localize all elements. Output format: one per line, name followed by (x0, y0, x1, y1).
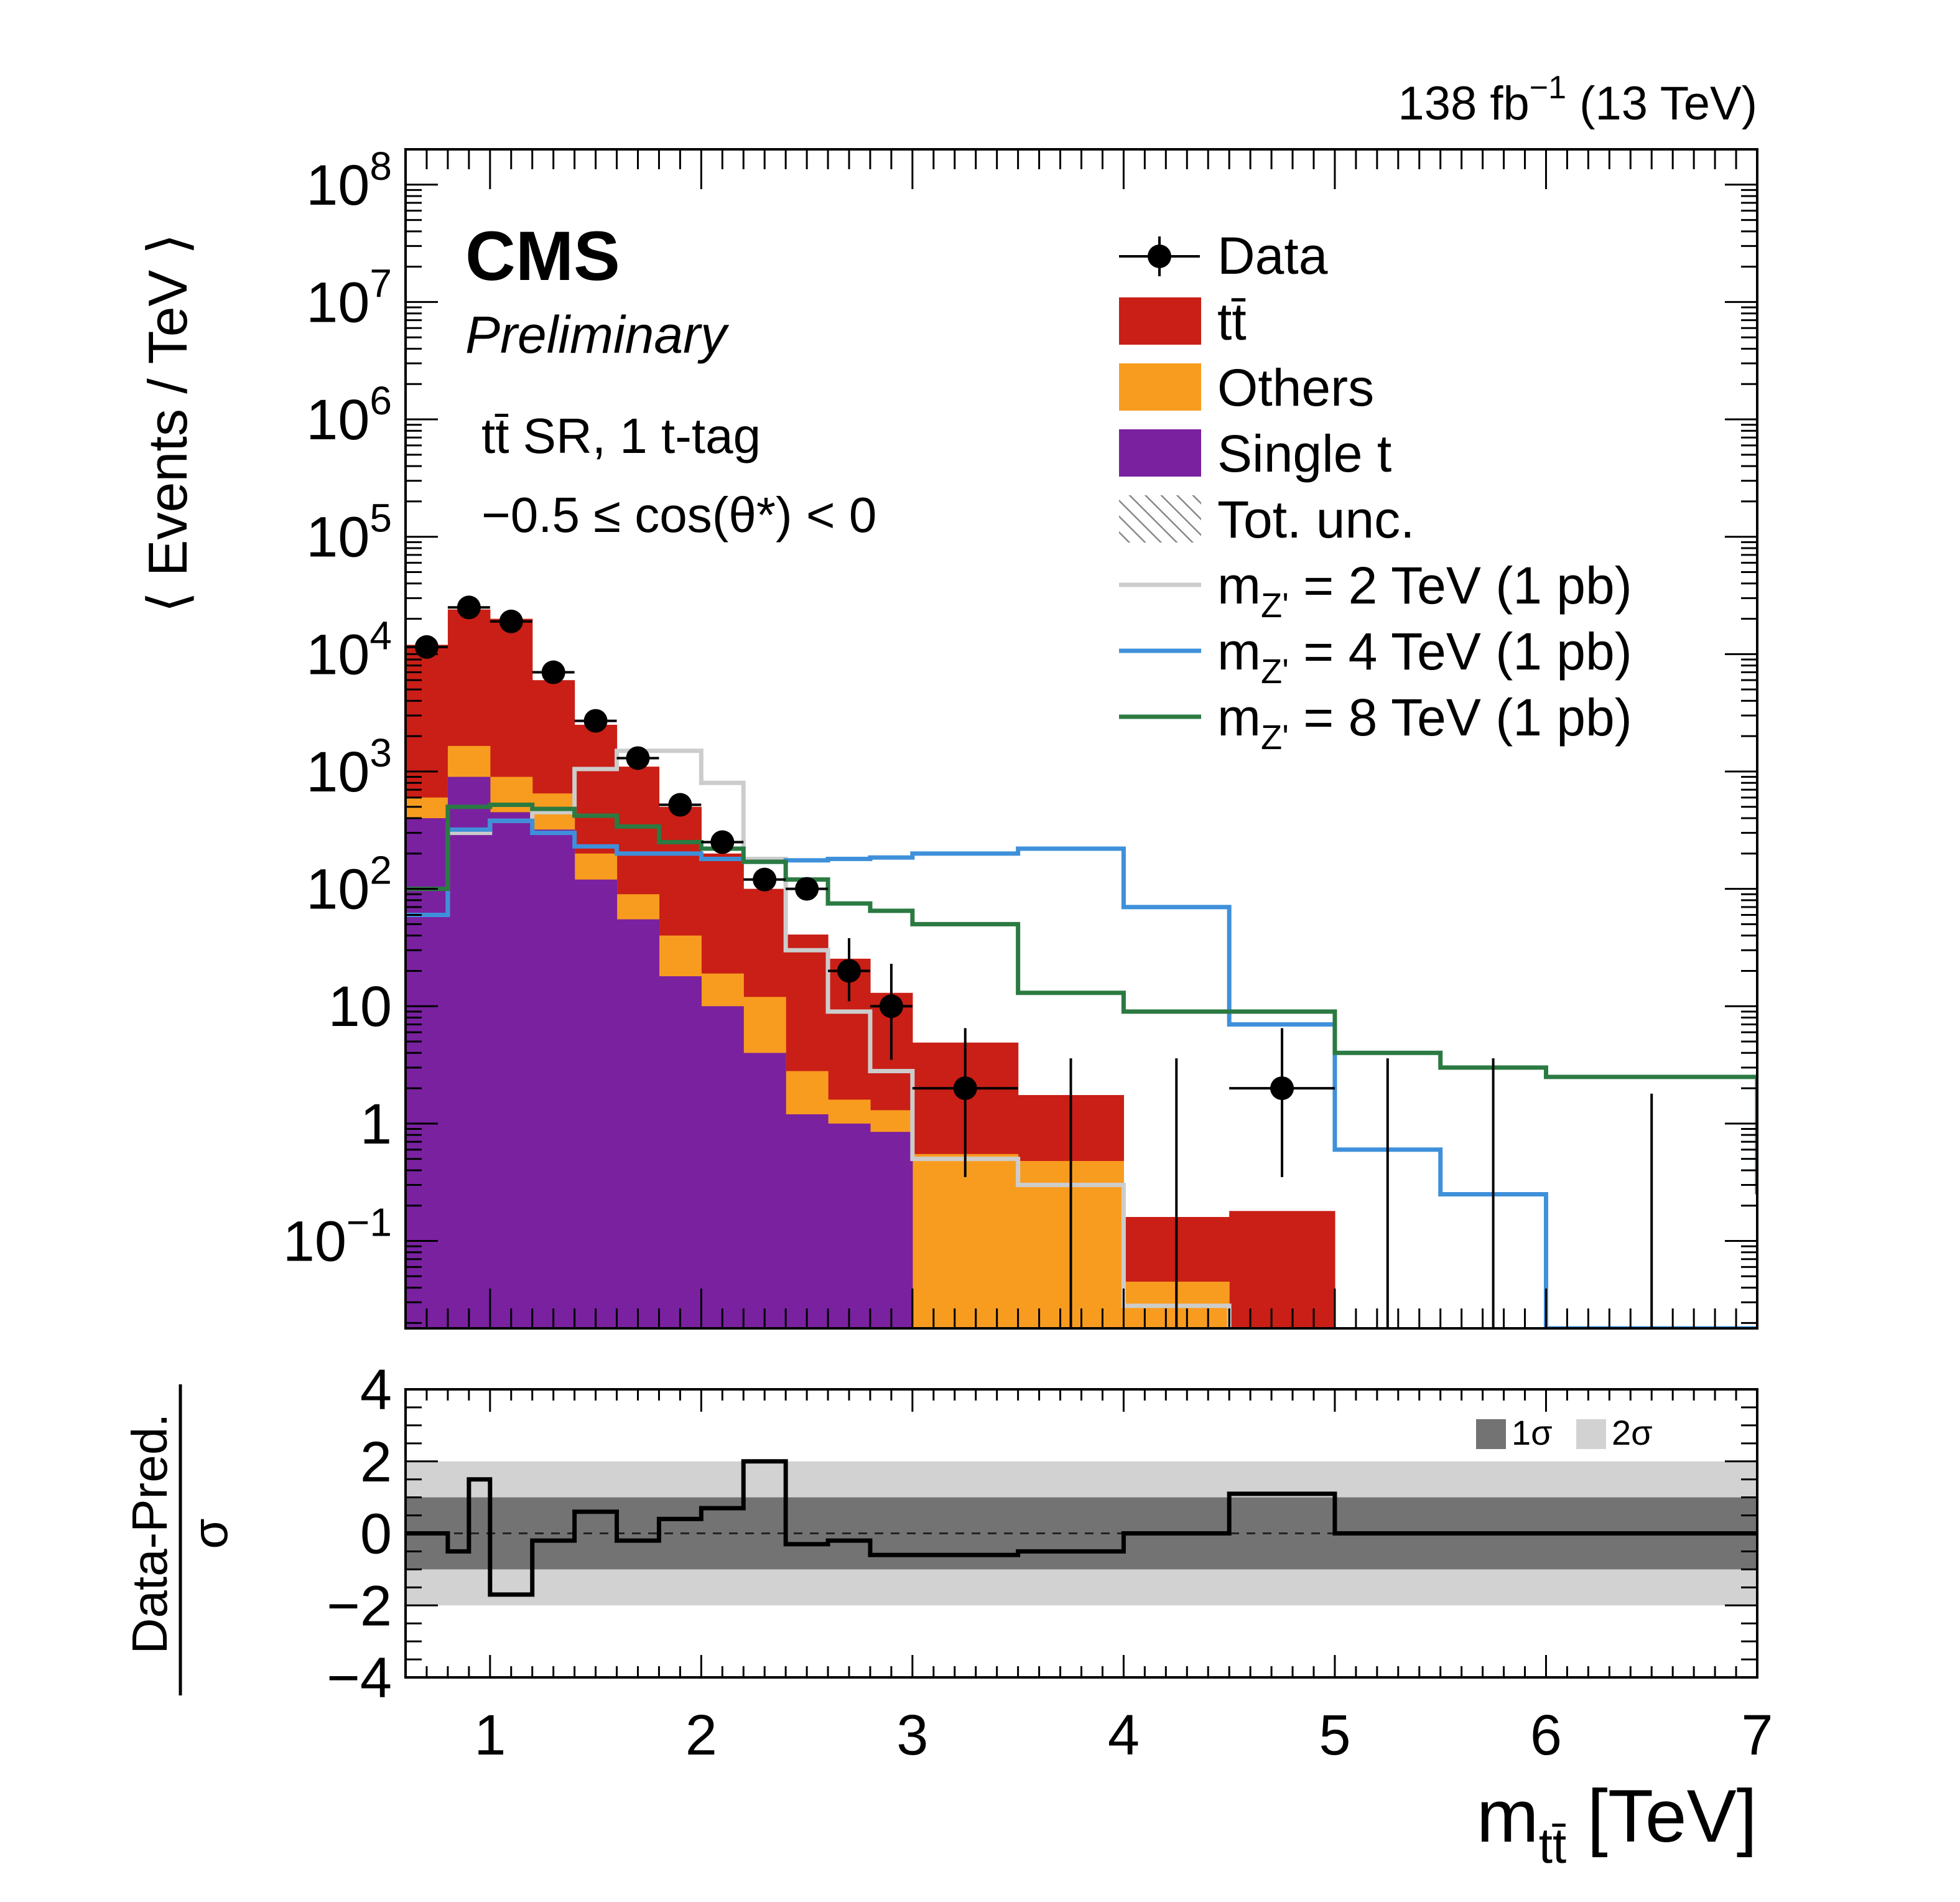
legend-item-z8: mZ' = 8 TeV (1 pb) (1119, 688, 1632, 757)
data-point-10 (828, 938, 870, 1002)
bar-single_t-8 (743, 1053, 786, 1328)
bar-single_t-1 (447, 776, 491, 1328)
legend-item-uncertainty: Tot. unc. (1119, 490, 1415, 549)
x-tick-label-2: 3 (896, 1704, 928, 1767)
bar-single_t-7 (701, 1006, 744, 1328)
data-point-13 (1229, 1028, 1335, 1177)
legend-item-data: Data (1119, 226, 1328, 285)
bar-others-12 (912, 1154, 1019, 1328)
legend-item-single-t: Single t (1119, 424, 1391, 483)
y-axis-label: ⟨ Events / TeV ⟩ (137, 233, 198, 613)
y-tick-label-1: 1 (360, 1093, 392, 1156)
bar-single_t-5 (616, 919, 660, 1328)
x-axis-label: mtt̄ [TeV] (1477, 1774, 1757, 1873)
legend-label-z4: mZ' = 4 TeV (1 pb) (1217, 622, 1632, 691)
legend-label-z2: mZ' = 2 TeV (1 pb) (1217, 556, 1632, 625)
y-tick-label-5: 104 (306, 613, 392, 686)
bar-single_t-9 (786, 1114, 829, 1328)
legend-item-z4: mZ' = 4 TeV (1 pb) (1119, 622, 1632, 691)
x-tick-label-5: 6 (1530, 1704, 1562, 1767)
bar-single_t-6 (659, 976, 702, 1328)
x-tick-label-3: 4 (1108, 1704, 1140, 1767)
data-point-1 (447, 595, 490, 620)
y-tick-label-0: 10−1 (283, 1200, 392, 1274)
legend-label-others: Others (1217, 358, 1374, 417)
data-point-2 (490, 609, 532, 633)
data-point-6 (659, 793, 702, 817)
cms-label: CMS (465, 217, 620, 295)
legend: Data tt̄ Others Single t Tot. unc. mZ' =… (1119, 226, 1632, 757)
ratio-y-tick-label-2: 0 (360, 1503, 392, 1566)
legend-label-z8: mZ' = 8 TeV (1 pb) (1217, 688, 1632, 757)
y-tick-label-6: 105 (306, 496, 392, 569)
ratio-panel: 1 2 3 4 5 6 7 4 2 0 −2 −4 1σ 2σ Data-Pred. σ mtt̄ [… (122, 1358, 1773, 1873)
sigma2-label: 2σ (1612, 1413, 1653, 1452)
bar-single_t-11 (870, 1132, 913, 1328)
legend-item-others: Others (1119, 358, 1374, 417)
y-tick-label-3: 102 (306, 848, 392, 921)
legend-label-uncertainty: Tot. unc. (1217, 490, 1415, 549)
data-point-12 (912, 1028, 1018, 1177)
legend-label-ttbar: tt̄ (1217, 292, 1247, 351)
legend-item-ttbar: tt̄ (1119, 292, 1247, 351)
region-label: tt̄ SR, 1 t-tag (481, 408, 761, 464)
y-tick-label-7: 106 (306, 378, 392, 452)
x-tick-label-1: 2 (685, 1704, 717, 1767)
ratio-legend: 1σ 2σ (1476, 1413, 1653, 1452)
bar-ttbar-15 (1229, 1211, 1335, 1328)
ratio-frame (404, 1388, 1758, 1679)
ratio-y-label: Data-Pred. σ (122, 1384, 238, 1695)
main-panel: 10−1 1 10 102 103 104 105 106 107 108 ⟨ Events / … (137, 144, 1758, 1330)
sigma1-label: 1σ (1512, 1413, 1553, 1452)
main-frame (404, 148, 1758, 1330)
signal-line-z2 (406, 748, 1232, 1328)
data-point-3 (532, 660, 575, 684)
x-tick-label-0: 1 (474, 1704, 506, 1767)
preliminary-label: Preliminary (465, 305, 730, 364)
sigma2-swatch (1576, 1419, 1606, 1449)
data-point-11 (870, 964, 913, 1060)
legend-item-z2: mZ' = 2 TeV (1 pb) (1119, 556, 1632, 625)
legend-label-single-t: Single t (1217, 424, 1391, 483)
bar-single_t-3 (532, 829, 575, 1328)
lumi-label: 138 fb−1 (13 TeV) (1398, 70, 1757, 130)
bar-single_t-10 (828, 1123, 871, 1328)
y-tick-label-9: 108 (306, 144, 392, 217)
angle-label: −0.5 ≤ cos(θ*) < 0 (481, 487, 876, 543)
pull-step-line (406, 1459, 1757, 1597)
data-point-4 (574, 709, 617, 733)
ratio-y-tick-label-0: 4 (360, 1358, 392, 1422)
ratio-y-label-numerator: Data-Pred. (122, 1414, 177, 1654)
y-tick-label-4: 103 (306, 730, 392, 804)
data-point-0 (406, 635, 448, 659)
y-tick-label-2: 10 (328, 975, 392, 1038)
data-point-9 (786, 877, 829, 901)
data-point-8 (743, 867, 786, 892)
x-tick-label-6: 7 (1741, 1704, 1773, 1767)
ratio-y-tick-label-3: −2 (327, 1574, 392, 1638)
signal-line-z4 (406, 818, 1757, 1328)
legend-label-data: Data (1217, 226, 1328, 285)
data-point-7 (701, 830, 744, 854)
ratio-y-tick-label-4: −4 (327, 1646, 392, 1710)
x-tick-label-4: 5 (1319, 1704, 1350, 1767)
y-tick-label-8: 107 (306, 261, 392, 334)
ratio-y-label-denominator: σ (182, 1518, 238, 1549)
data-point-5 (616, 746, 659, 770)
bar-single_t-4 (574, 879, 618, 1328)
bar-single_t-0 (406, 818, 448, 1328)
sigma1-swatch (1476, 1419, 1506, 1449)
bar-single_t-2 (490, 812, 533, 1328)
ratio-y-tick-label-1: 2 (360, 1430, 392, 1494)
